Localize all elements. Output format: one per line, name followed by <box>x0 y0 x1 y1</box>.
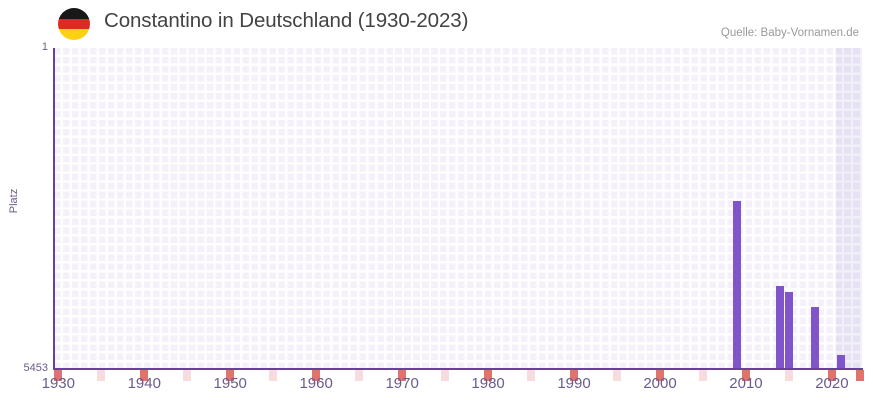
x-tick-mark-1940 <box>140 370 149 381</box>
x-tick-minor-2015 <box>784 370 793 381</box>
x-tick-minor-1985 <box>527 370 536 381</box>
x-tick-mark-1930 <box>54 370 63 381</box>
x-tick-mark-2020 <box>827 370 836 381</box>
x-tick-mark-1970 <box>398 370 407 381</box>
x-tick-label-2000: 2000 <box>643 375 677 392</box>
flag-band-red <box>58 18 90 30</box>
x-tick-mark-end <box>856 370 864 381</box>
bar-2015 <box>784 292 793 369</box>
bar-2014 <box>776 286 785 369</box>
x-axis-line <box>53 368 863 370</box>
x-tick-minor-1975 <box>441 370 450 381</box>
source-attribution: Quelle: Baby-Vornamen.de <box>720 27 859 39</box>
x-tick-label-1930: 1930 <box>41 375 75 392</box>
x-tick-mark-1960 <box>312 370 321 381</box>
y-axis-title: Platz <box>8 188 20 214</box>
x-tick-label-1990: 1990 <box>557 375 591 392</box>
y-axis-tick-top: 1 <box>41 41 48 53</box>
shaded-region <box>836 48 862 369</box>
x-tick-minor-1935 <box>97 370 106 381</box>
x-tick-label-2020: 2020 <box>815 375 849 392</box>
x-tick-minor-1955 <box>269 370 278 381</box>
page-title: Constantino in Deutschland (1930-2023) <box>104 9 469 32</box>
x-tick-minor-1965 <box>355 370 364 381</box>
x-tick-mark-1950 <box>226 370 235 381</box>
chart-gridlines <box>54 48 862 369</box>
chart-header: Constantino in Deutschland (1930-2023) Q… <box>0 0 873 48</box>
x-tick-label-1950: 1950 <box>213 375 247 392</box>
flag-band-black <box>58 8 90 19</box>
x-tick-mark-1990 <box>570 370 579 381</box>
x-tick-label-1970: 1970 <box>385 375 419 392</box>
chart-plot-area <box>54 48 862 369</box>
x-tick-minor-1995 <box>613 370 622 381</box>
y-axis-line <box>53 48 55 369</box>
german-flag-icon <box>58 8 90 40</box>
x-tick-label-1940: 1940 <box>127 375 161 392</box>
bar-2021 <box>836 355 845 369</box>
bar-2018 <box>810 307 819 369</box>
y-axis-tick-bottom: 5453 <box>23 362 48 374</box>
flag-band-gold <box>58 29 90 40</box>
x-tick-minor-2005 <box>698 370 707 381</box>
x-tick-minor-1945 <box>183 370 192 381</box>
x-tick-mark-1980 <box>484 370 493 381</box>
x-tick-label-1980: 1980 <box>471 375 505 392</box>
x-tick-mark-2000 <box>656 370 664 381</box>
bar-2009 <box>733 201 742 369</box>
x-tick-label-2010: 2010 <box>729 375 763 392</box>
x-tick-mark-2010 <box>741 370 750 381</box>
x-tick-label-1960: 1960 <box>299 375 333 392</box>
